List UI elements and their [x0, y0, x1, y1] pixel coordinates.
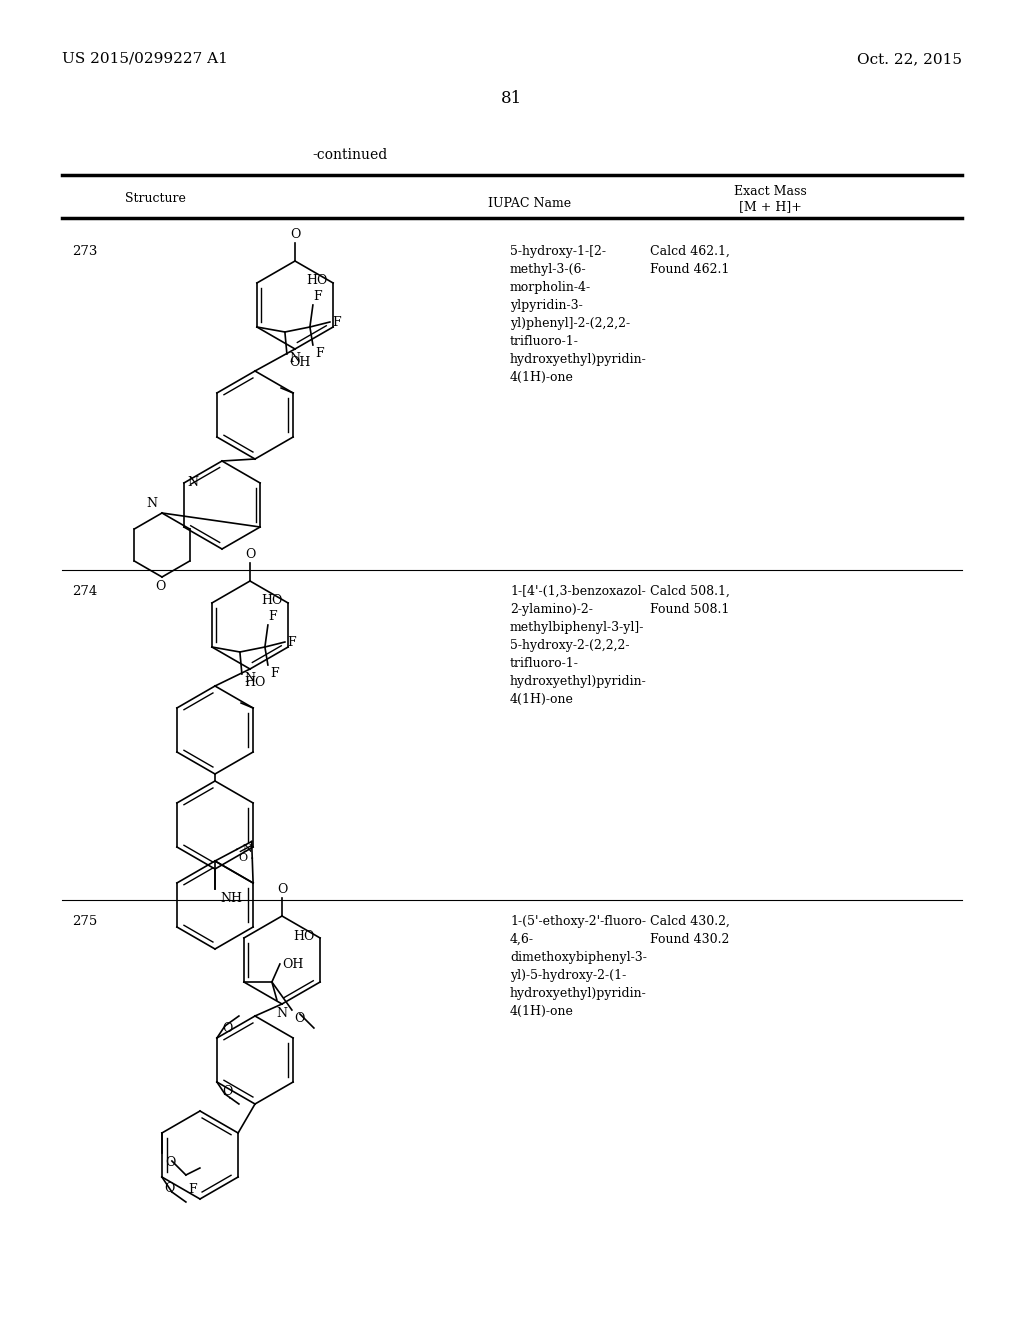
- Text: Calcd 430.2,
Found 430.2: Calcd 430.2, Found 430.2: [650, 915, 730, 946]
- Text: OH: OH: [282, 957, 303, 970]
- Text: N: N: [290, 352, 300, 366]
- Text: O: O: [294, 1012, 304, 1026]
- Text: O: O: [245, 548, 255, 561]
- Text: N: N: [187, 477, 198, 490]
- Text: Calcd 462.1,
Found 462.1: Calcd 462.1, Found 462.1: [650, 246, 730, 276]
- Text: Calcd 508.1,
Found 508.1: Calcd 508.1, Found 508.1: [650, 585, 730, 616]
- Text: -continued: -continued: [312, 148, 388, 162]
- Text: O: O: [276, 883, 287, 896]
- Text: HO: HO: [262, 594, 283, 607]
- Text: F: F: [313, 290, 322, 304]
- Text: [M + H]+: [M + H]+: [738, 201, 802, 213]
- Text: Exact Mass: Exact Mass: [733, 185, 806, 198]
- Text: 1-[4'-(1,3-benzoxazol-
2-ylamino)-2-
methylbiphenyl-3-yl]-
5-hydroxy-2-(2,2,2-
t: 1-[4'-(1,3-benzoxazol- 2-ylamino)-2- met…: [510, 585, 647, 706]
- Text: HO: HO: [244, 676, 265, 689]
- Text: Structure: Structure: [125, 191, 185, 205]
- Text: Oct. 22, 2015: Oct. 22, 2015: [857, 51, 962, 66]
- Text: 274: 274: [72, 585, 97, 598]
- Text: O: O: [290, 228, 300, 242]
- Text: N: N: [276, 1007, 288, 1020]
- Text: NH: NH: [220, 892, 242, 906]
- Text: 273: 273: [72, 246, 97, 257]
- Text: F: F: [188, 1183, 197, 1196]
- Text: O: O: [164, 1181, 174, 1195]
- Text: O: O: [222, 1022, 232, 1035]
- Text: IUPAC Name: IUPAC Name: [488, 197, 571, 210]
- Text: 5-hydroxy-1-[2-
methyl-3-(6-
morpholin-4-
ylpyridin-3-
yl)phenyl]-2-(2,2,2-
trif: 5-hydroxy-1-[2- methyl-3-(6- morpholin-4…: [510, 246, 647, 384]
- Text: O: O: [155, 579, 165, 593]
- Text: HO: HO: [307, 275, 328, 288]
- Text: F: F: [332, 315, 341, 329]
- Text: N: N: [242, 845, 252, 854]
- Text: F: F: [287, 635, 296, 648]
- Text: US 2015/0299227 A1: US 2015/0299227 A1: [62, 51, 228, 66]
- Text: F: F: [315, 347, 324, 360]
- Text: N: N: [146, 498, 157, 510]
- Text: O: O: [165, 1156, 175, 1170]
- Text: N: N: [245, 672, 256, 685]
- Text: 1-(5'-ethoxy-2'-fluoro-
4,6-
dimethoxybiphenyl-3-
yl)-5-hydroxy-2-(1-
hydroxyeth: 1-(5'-ethoxy-2'-fluoro- 4,6- dimethoxybi…: [510, 915, 647, 1018]
- Text: F: F: [268, 610, 276, 623]
- Text: O: O: [222, 1085, 232, 1098]
- Text: F: F: [270, 667, 279, 680]
- Text: O: O: [239, 853, 247, 863]
- Text: HO: HO: [294, 929, 315, 942]
- Text: 81: 81: [502, 90, 522, 107]
- Text: OH: OH: [289, 356, 310, 370]
- Text: 275: 275: [72, 915, 97, 928]
